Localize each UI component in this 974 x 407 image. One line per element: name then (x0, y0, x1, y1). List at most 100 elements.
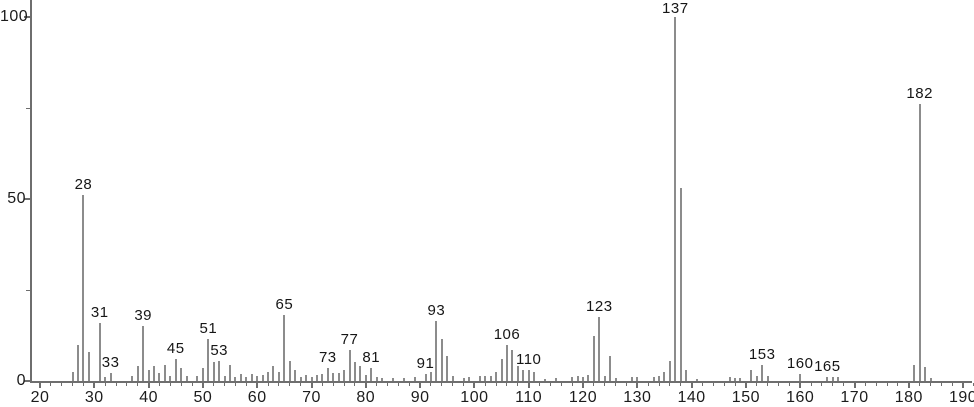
spectrum-bar (256, 376, 259, 381)
spectrum-bar (696, 378, 699, 381)
x-minor-tick (506, 383, 508, 386)
spectrum-peak-label: 91 (416, 355, 435, 373)
x-minor-tick (723, 383, 725, 386)
spectrum-bar (147, 370, 150, 381)
spectrum-peak-label: 160 (786, 355, 814, 373)
x-minor-tick (625, 383, 627, 386)
spectrum-bar (603, 375, 606, 381)
x-minor-tick (289, 383, 291, 386)
spectrum-bar (478, 375, 481, 381)
spectrum-bar (592, 335, 595, 381)
spectrum-bar (364, 375, 367, 381)
x-tick-label: 140 (677, 389, 706, 406)
spectrum-peak-label: 45 (166, 340, 185, 358)
x-tick-label: 190 (948, 389, 974, 406)
y-tick-label: 100 (0, 8, 29, 25)
x-minor-tick (234, 383, 236, 386)
spectrum-peak-label: 123 (586, 298, 613, 316)
x-minor-tick (680, 383, 682, 386)
x-minor-tick (701, 383, 703, 386)
spectrum-bar (142, 326, 145, 381)
spectrum-bar (196, 376, 199, 381)
spectrum-bar (587, 375, 590, 381)
spectrum-bar (158, 372, 161, 381)
x-tick-label: 80 (356, 389, 376, 406)
x-minor-tick (821, 383, 823, 386)
spectrum-bar (918, 104, 921, 381)
y-minor-tick (26, 107, 30, 109)
spectrum-bar (163, 364, 166, 381)
spectrum-bar (837, 376, 840, 381)
spectrum-bar (272, 366, 275, 381)
x-tick-label: 100 (460, 389, 489, 406)
spectrum-bar (98, 322, 101, 381)
spectrum-peak-label: 31 (90, 303, 109, 321)
spectrum-bar (799, 374, 802, 381)
spectrum-bar (554, 378, 557, 381)
spectrum-peak-label: 28 (74, 176, 93, 194)
spectrum-bar (630, 377, 633, 381)
spectrum-bar (614, 378, 617, 381)
spectrum-bar (489, 375, 492, 381)
spectrum-bar (424, 374, 427, 381)
y-major-tick (24, 16, 30, 18)
spectrum-bar (321, 374, 324, 381)
x-tick-label: 130 (623, 389, 652, 406)
x-minor-tick (278, 383, 280, 386)
spectrum-bar (223, 376, 226, 381)
spectrum-bar (527, 370, 530, 381)
spectrum-bar (218, 360, 221, 381)
y-major-tick (24, 198, 30, 200)
x-minor-tick (712, 383, 714, 386)
spectrum-bar (370, 367, 373, 381)
x-minor-tick (408, 383, 410, 386)
spectrum-peak-label: 39 (134, 307, 152, 325)
x-minor-tick (300, 383, 302, 386)
x-minor-tick (158, 383, 160, 386)
spectrum-bar (245, 377, 248, 381)
x-minor-tick (50, 383, 52, 386)
x-minor-tick (658, 383, 660, 386)
spectrum-bar (516, 366, 519, 381)
spectrum-bar (348, 350, 351, 381)
x-minor-tick (137, 383, 139, 386)
spectrum-peak-label: 153 (748, 346, 776, 364)
spectrum-peak-label: 81 (362, 348, 381, 366)
spectrum-bar (663, 371, 666, 381)
y-major-tick (24, 380, 30, 382)
x-major-tick (93, 383, 96, 388)
spectrum-bar (207, 339, 210, 381)
x-major-tick (636, 383, 639, 388)
spectrum-peak-label: 65 (275, 296, 294, 314)
spectrum-bar (337, 372, 340, 381)
spectrum-peak-label: 106 (493, 325, 521, 343)
x-tick-label: 120 (568, 389, 598, 406)
spectrum-peak-label: 182 (906, 85, 933, 103)
x-minor-tick (560, 383, 562, 386)
spectrum-bar (652, 376, 655, 381)
x-tick-label: 20 (30, 389, 50, 406)
spectrum-bar (500, 359, 503, 381)
spectrum-bar (326, 368, 329, 381)
spectrum-bar (913, 365, 916, 381)
x-minor-tick (82, 383, 84, 386)
spectrum-peak-label: 73 (318, 349, 337, 367)
x-minor-tick (571, 383, 573, 386)
spectrum-bar (685, 370, 688, 381)
spectrum-bar (674, 17, 677, 381)
x-tick-label: 40 (139, 389, 158, 406)
x-tick-label: 110 (515, 389, 543, 406)
spectrum-bar (598, 317, 601, 381)
x-major-tick (473, 383, 476, 388)
spectrum-bar (831, 377, 834, 381)
spectrum-bar (359, 366, 362, 381)
x-minor-tick (864, 383, 866, 386)
spectrum-bar (234, 377, 237, 381)
x-minor-tick (767, 383, 769, 386)
x-tick-label: 90 (410, 389, 430, 406)
x-minor-tick (376, 383, 378, 386)
x-minor-tick (169, 383, 171, 386)
spectrum-peak-label: 51 (199, 320, 218, 338)
x-minor-tick (430, 383, 432, 386)
